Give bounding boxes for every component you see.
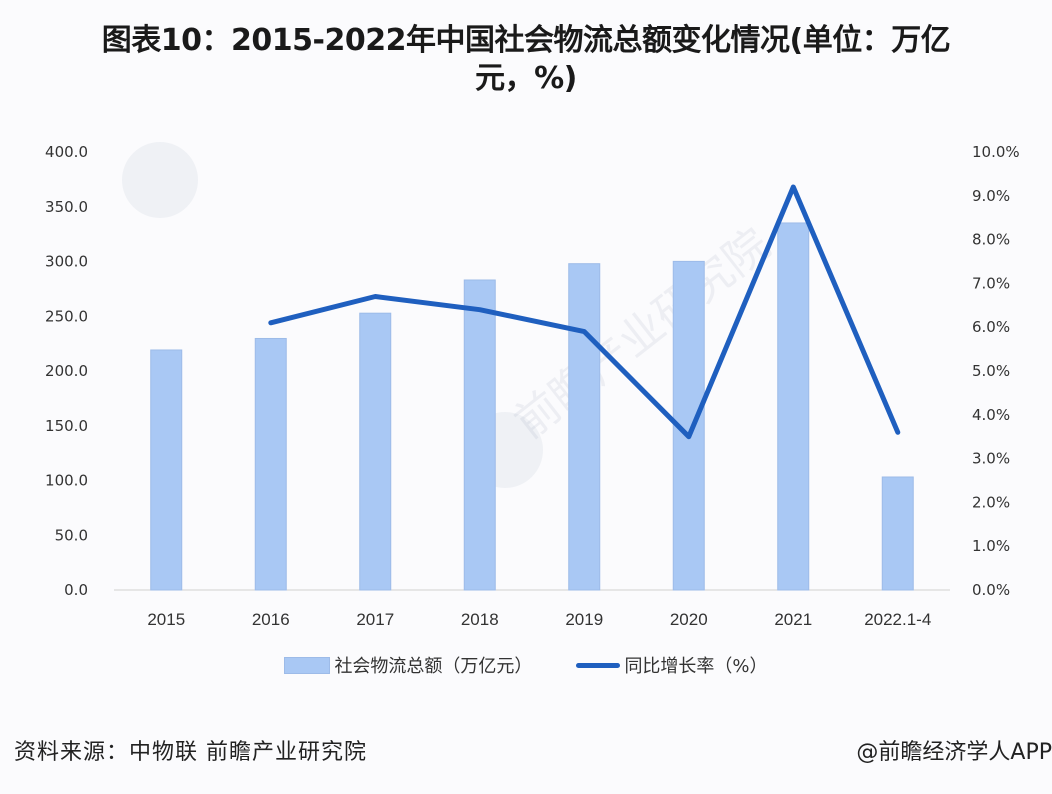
left-axis-tick: 0.0 [64,581,88,599]
bar-2019 [568,263,601,591]
line-swatch-icon [576,662,621,668]
brand-credit: @前瞻经济学人APP [856,740,1052,765]
right-axis-tick: 10.0% [972,143,1020,161]
bar-2016 [254,337,287,591]
bar-2018 [463,279,496,591]
bar-2021 [777,222,810,591]
x-axis-tick: 2020 [670,610,708,629]
right-axis-tick: 6.0% [972,318,1010,336]
x-axis-tick: 2015 [147,610,185,629]
legend-line-label: 同比增长率（%） [624,656,768,677]
chart-title-line2: 元，%) [475,61,577,96]
legend-item-line: 同比增长率（%） [576,652,768,678]
right-axis-tick: 9.0% [972,187,1010,205]
growth-rate-line [268,184,901,440]
bar-2022.1-4 [881,476,914,591]
x-axis-tick: 2017 [356,610,394,629]
right-axis-tick: 7.0% [972,274,1010,292]
chart-title-line1: 图表10：2015-2022年中国社会物流总额变化情况(单位：万亿 [101,23,951,58]
bar-2017 [359,312,392,591]
x-axis-tick: 2019 [565,610,603,629]
right-axis-tick: 3.0% [972,450,1010,468]
source-note: 资料来源：中物联 前瞻产业研究院 [14,740,367,765]
bar-swatch-icon [284,656,331,674]
x-axis-tick: 2021 [774,610,812,629]
left-axis-tick: 300.0 [45,253,88,271]
legend-item-bar: 社会物流总额（万亿元） [284,652,532,678]
right-axis-tick: 4.0% [972,406,1010,424]
left-axis-tick: 50.0 [55,526,88,544]
left-axis-tick: 100.0 [45,472,88,490]
footer: 资料来源：中物联 前瞻产业研究院 @前瞻经济学人APP [14,732,1052,768]
left-axis-tick: 200.0 [45,362,88,380]
left-axis-tick: 250.0 [45,307,88,325]
legend-bar-label: 社会物流总额（万亿元） [334,656,533,677]
left-axis-tick: 150.0 [45,417,88,435]
x-axis-tick: 2018 [461,610,499,629]
right-axis-tick: 1.0% [972,537,1010,555]
right-axis-tick: 2.0% [972,493,1010,511]
right-axis-tick: 5.0% [972,362,1010,380]
chart-title: 图表10：2015-2022年中国社会物流总额变化情况(单位：万亿 元，%) [0,22,1052,98]
bar-2015 [150,349,183,591]
legend: 社会物流总额（万亿元） 同比增长率（%） [0,652,1052,678]
right-axis-tick: 8.0% [972,231,1010,249]
x-axis-tick: 2016 [252,610,290,629]
left-axis-tick: 350.0 [45,198,88,216]
right-axis-tick: 0.0% [972,581,1010,599]
x-axis-tick: 2022.1-4 [864,610,931,629]
left-axis-tick: 400.0 [45,143,88,161]
